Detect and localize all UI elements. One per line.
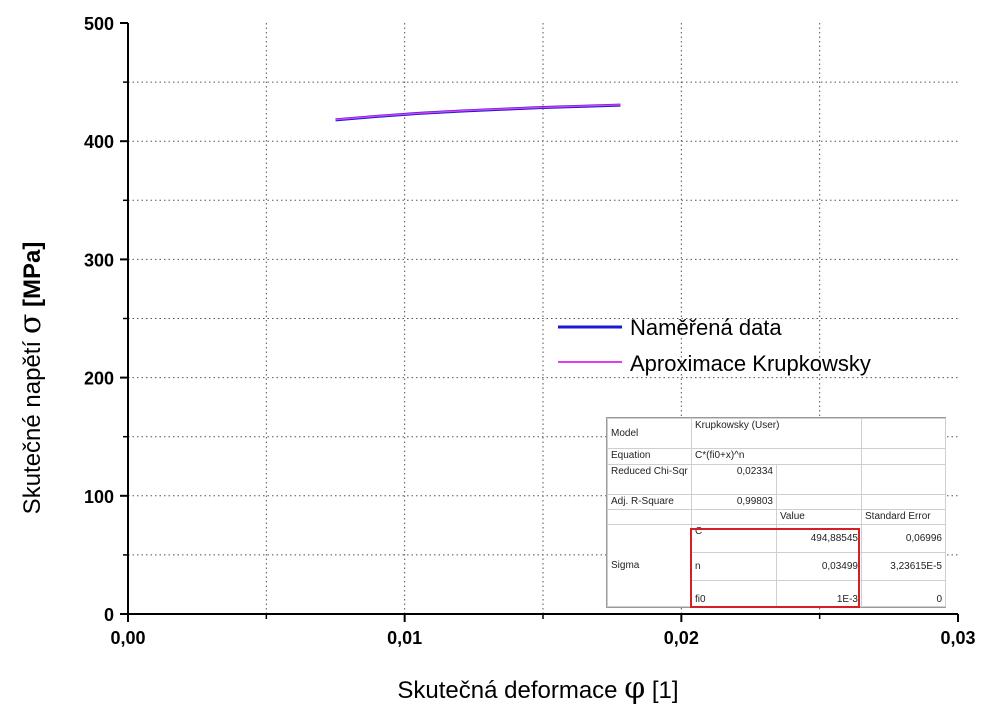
empty-cell <box>861 448 946 466</box>
model-label: Model <box>607 417 692 450</box>
x-axis-label: Skutečná deformace φ [1] <box>397 671 678 706</box>
y-tick-label: 100 <box>84 487 114 507</box>
param-value: 0,03499 <box>776 551 862 581</box>
param-error: 0,06996 <box>861 523 946 553</box>
x-tick-label: 0,03 <box>940 628 975 648</box>
axes <box>120 22 959 622</box>
series-lines <box>335 103 621 122</box>
param-value: 494,88545 <box>776 523 862 553</box>
tick-labels: 0,00 0,01 0,02 0,03 0 100 200 300 400 500 <box>84 14 976 648</box>
empty-cell <box>776 494 862 511</box>
empty-cell <box>861 464 946 496</box>
r-square-label: Adj. R-Square <box>607 494 692 511</box>
empty-cell <box>691 509 777 525</box>
grid-lines <box>128 23 958 614</box>
y-tick-label: 500 <box>84 14 114 34</box>
param-name: C <box>691 523 777 553</box>
x-tick-label: 0,02 <box>664 628 699 648</box>
error-header: Standard Error <box>861 509 946 525</box>
param-error: 0 <box>861 579 946 608</box>
param-value: 1E-3 <box>776 579 862 608</box>
value-header: Value <box>776 509 862 525</box>
x-tick-label: 0,01 <box>387 628 422 648</box>
y-tick-label: 300 <box>84 250 114 270</box>
r-square-value: 0,99803 <box>691 494 777 511</box>
equation-label: Equation <box>607 448 692 466</box>
empty-cell <box>861 417 946 450</box>
chisqr-value: 0,02334 <box>691 464 777 496</box>
legend-label-measured: Naměřená data <box>630 315 782 340</box>
model-value: Krupkowsky (User) <box>691 417 862 450</box>
sigma-label: Sigma <box>607 523 692 608</box>
series-line-1 <box>335 104 621 121</box>
empty-cell <box>776 464 862 496</box>
y-tick-label: 0 <box>104 605 114 625</box>
chisqr-label: Reduced Chi-Sqr <box>607 464 692 496</box>
legend-label-approximation: Aproximace Krupkowsky <box>630 351 871 376</box>
y-tick-label: 200 <box>84 369 114 389</box>
empty-cell <box>861 494 946 511</box>
x-tick-label: 0,00 <box>110 628 145 648</box>
series-line-0 <box>335 103 621 122</box>
y-axis-label: Skutečné napětí σ [MPa] <box>13 242 48 515</box>
param-name: n <box>691 551 777 581</box>
fit-results-table: Model Krupkowsky (User) Equation C*(fi0+… <box>606 417 946 608</box>
param-error: 3,23615E-5 <box>861 551 946 581</box>
empty-cell <box>607 509 692 525</box>
equation-value: C*(fi0+x)^n <box>691 448 862 466</box>
y-tick-label: 400 <box>84 132 114 152</box>
legend: Naměřená data Aproximace Krupkowsky <box>558 315 871 376</box>
param-name: fi0 <box>691 579 777 608</box>
